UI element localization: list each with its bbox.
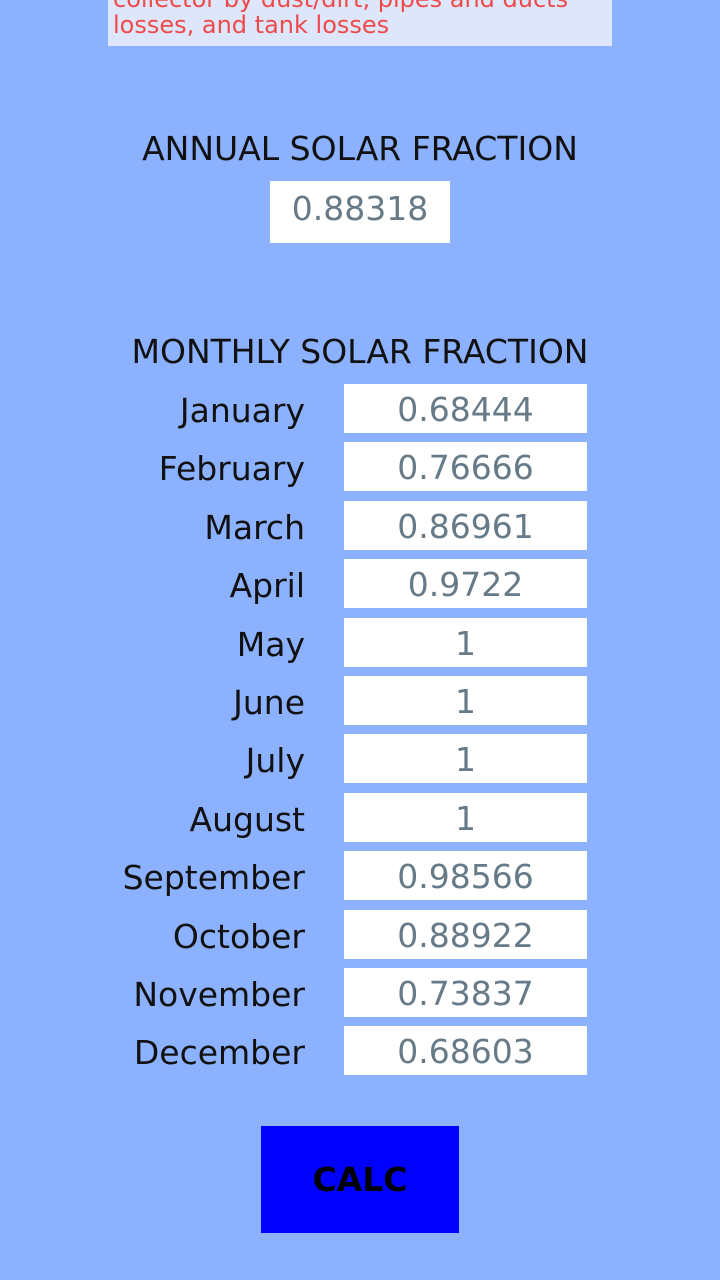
month-value-field[interactable]: 0.68444 — [344, 384, 587, 433]
month-label: January — [179, 391, 305, 430]
monthly-title: MONTHLY SOLAR FRACTION — [131, 332, 589, 371]
month-label: May — [236, 624, 305, 664]
month-value-field[interactable]: 0.76666 — [344, 442, 587, 492]
annual-value-field[interactable]: 0.88318 — [270, 181, 450, 243]
month-value-field[interactable]: 0.73837 — [344, 968, 587, 1017]
calc-button[interactable]: CALC — [261, 1126, 459, 1233]
month-label: March — [204, 507, 305, 547]
month-value-field[interactable]: 1 — [344, 792, 587, 842]
month-label: June — [233, 683, 305, 722]
month-label: February — [158, 449, 305, 489]
month-value-field[interactable]: 0.86961 — [344, 500, 587, 550]
month-label: November — [133, 975, 305, 1014]
month-label: September — [122, 858, 305, 898]
note-line: losses, and tank losses — [113, 11, 390, 39]
month-value-field[interactable]: 1 — [344, 617, 587, 667]
month-value-field[interactable]: 0.68603 — [344, 1026, 587, 1076]
month-value-field[interactable]: 1 — [344, 676, 587, 725]
annual-title: ANNUAL SOLAR FRACTION — [142, 129, 578, 168]
month-label: April — [229, 566, 305, 606]
month-value-field[interactable]: 1 — [344, 734, 587, 784]
month-label: August — [189, 799, 305, 839]
month-label: December — [133, 1033, 305, 1073]
month-label: July — [245, 741, 305, 781]
month-value-field[interactable]: 0.98566 — [344, 851, 587, 901]
month-value-field[interactable]: 0.88922 — [344, 909, 587, 959]
month-value-field[interactable]: 0.9722 — [344, 559, 587, 609]
note-line: collector by dust/dirt, pipes and ducts — [113, 0, 568, 13]
month-label: October — [172, 916, 305, 956]
note-box: collector by dust/dirt, pipes and ducts … — [108, 0, 612, 46]
